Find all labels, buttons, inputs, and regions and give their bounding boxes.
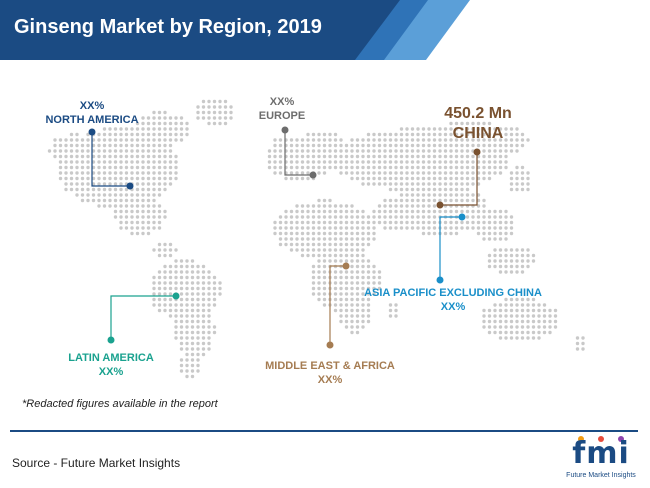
china-leader	[440, 152, 478, 206]
footer-divider	[10, 430, 638, 432]
asia-pacific-leader	[439, 216, 462, 280]
latin-america-value: XX%	[98, 366, 124, 378]
mea-name: MIDDLE EAST & AFRICA	[265, 360, 395, 372]
fmi-logo: fmi Future Market Insights	[560, 434, 642, 484]
china-name: CHINA	[452, 125, 504, 142]
north-america-marker-end	[126, 182, 134, 190]
mea-value: XX%	[317, 374, 343, 386]
logo-subtitle: Future Market Insights	[566, 472, 636, 479]
asia-pacific-value: XX%	[440, 301, 466, 313]
europe-label: XX% EUROPE	[250, 95, 314, 123]
page-title: Ginseng Market by Region, 2019	[14, 16, 322, 38]
asia-pacific-marker-end	[436, 276, 444, 284]
europe-name: EUROPE	[258, 110, 306, 122]
china-marker	[473, 148, 481, 156]
logo-text: fmi	[572, 436, 630, 471]
source-text: Source - Future Market Insights	[12, 456, 181, 470]
china-marker-end	[436, 201, 444, 209]
world-map-dots	[47, 99, 585, 379]
north-america-marker	[88, 128, 96, 136]
asia-pacific-marker	[458, 213, 466, 221]
europe-marker-end	[309, 171, 317, 179]
latin-america-name: LATIN AMERICA	[68, 352, 154, 364]
header-background	[0, 0, 470, 60]
north-america-value: XX%	[79, 100, 105, 112]
header-banner: Ginseng Market by Region, 2019	[0, 0, 650, 60]
redacted-note: *Redacted figures available in the repor…	[22, 398, 218, 410]
europe-leader	[284, 130, 313, 176]
north-america-name: NORTH AMERICA	[45, 114, 139, 126]
latin-america-leader	[110, 295, 176, 340]
europe-marker	[281, 126, 289, 134]
mea-marker	[342, 262, 350, 270]
china-value: 450.2 Mn	[444, 105, 512, 122]
north-america-label: XX% NORTH AMERICA	[40, 99, 144, 127]
north-america-leader	[91, 132, 130, 187]
latin-america-marker-end	[107, 336, 115, 344]
mea-leader	[329, 265, 346, 345]
latin-america-marker	[172, 292, 180, 300]
china-label: 450.2 Mn CHINA	[425, 104, 531, 144]
latin-america-label: LATIN AMERICA XX%	[60, 351, 162, 379]
mea-label: MIDDLE EAST & AFRICA XX%	[262, 359, 398, 387]
europe-value: XX%	[269, 96, 295, 108]
mea-marker-end	[326, 341, 334, 349]
asia-pacific-label: ASIA PACIFIC EXCLUDING CHINA XX%	[362, 286, 544, 314]
world-map	[47, 99, 585, 379]
asia-pacific-name: ASIA PACIFIC EXCLUDING CHINA	[364, 287, 542, 299]
